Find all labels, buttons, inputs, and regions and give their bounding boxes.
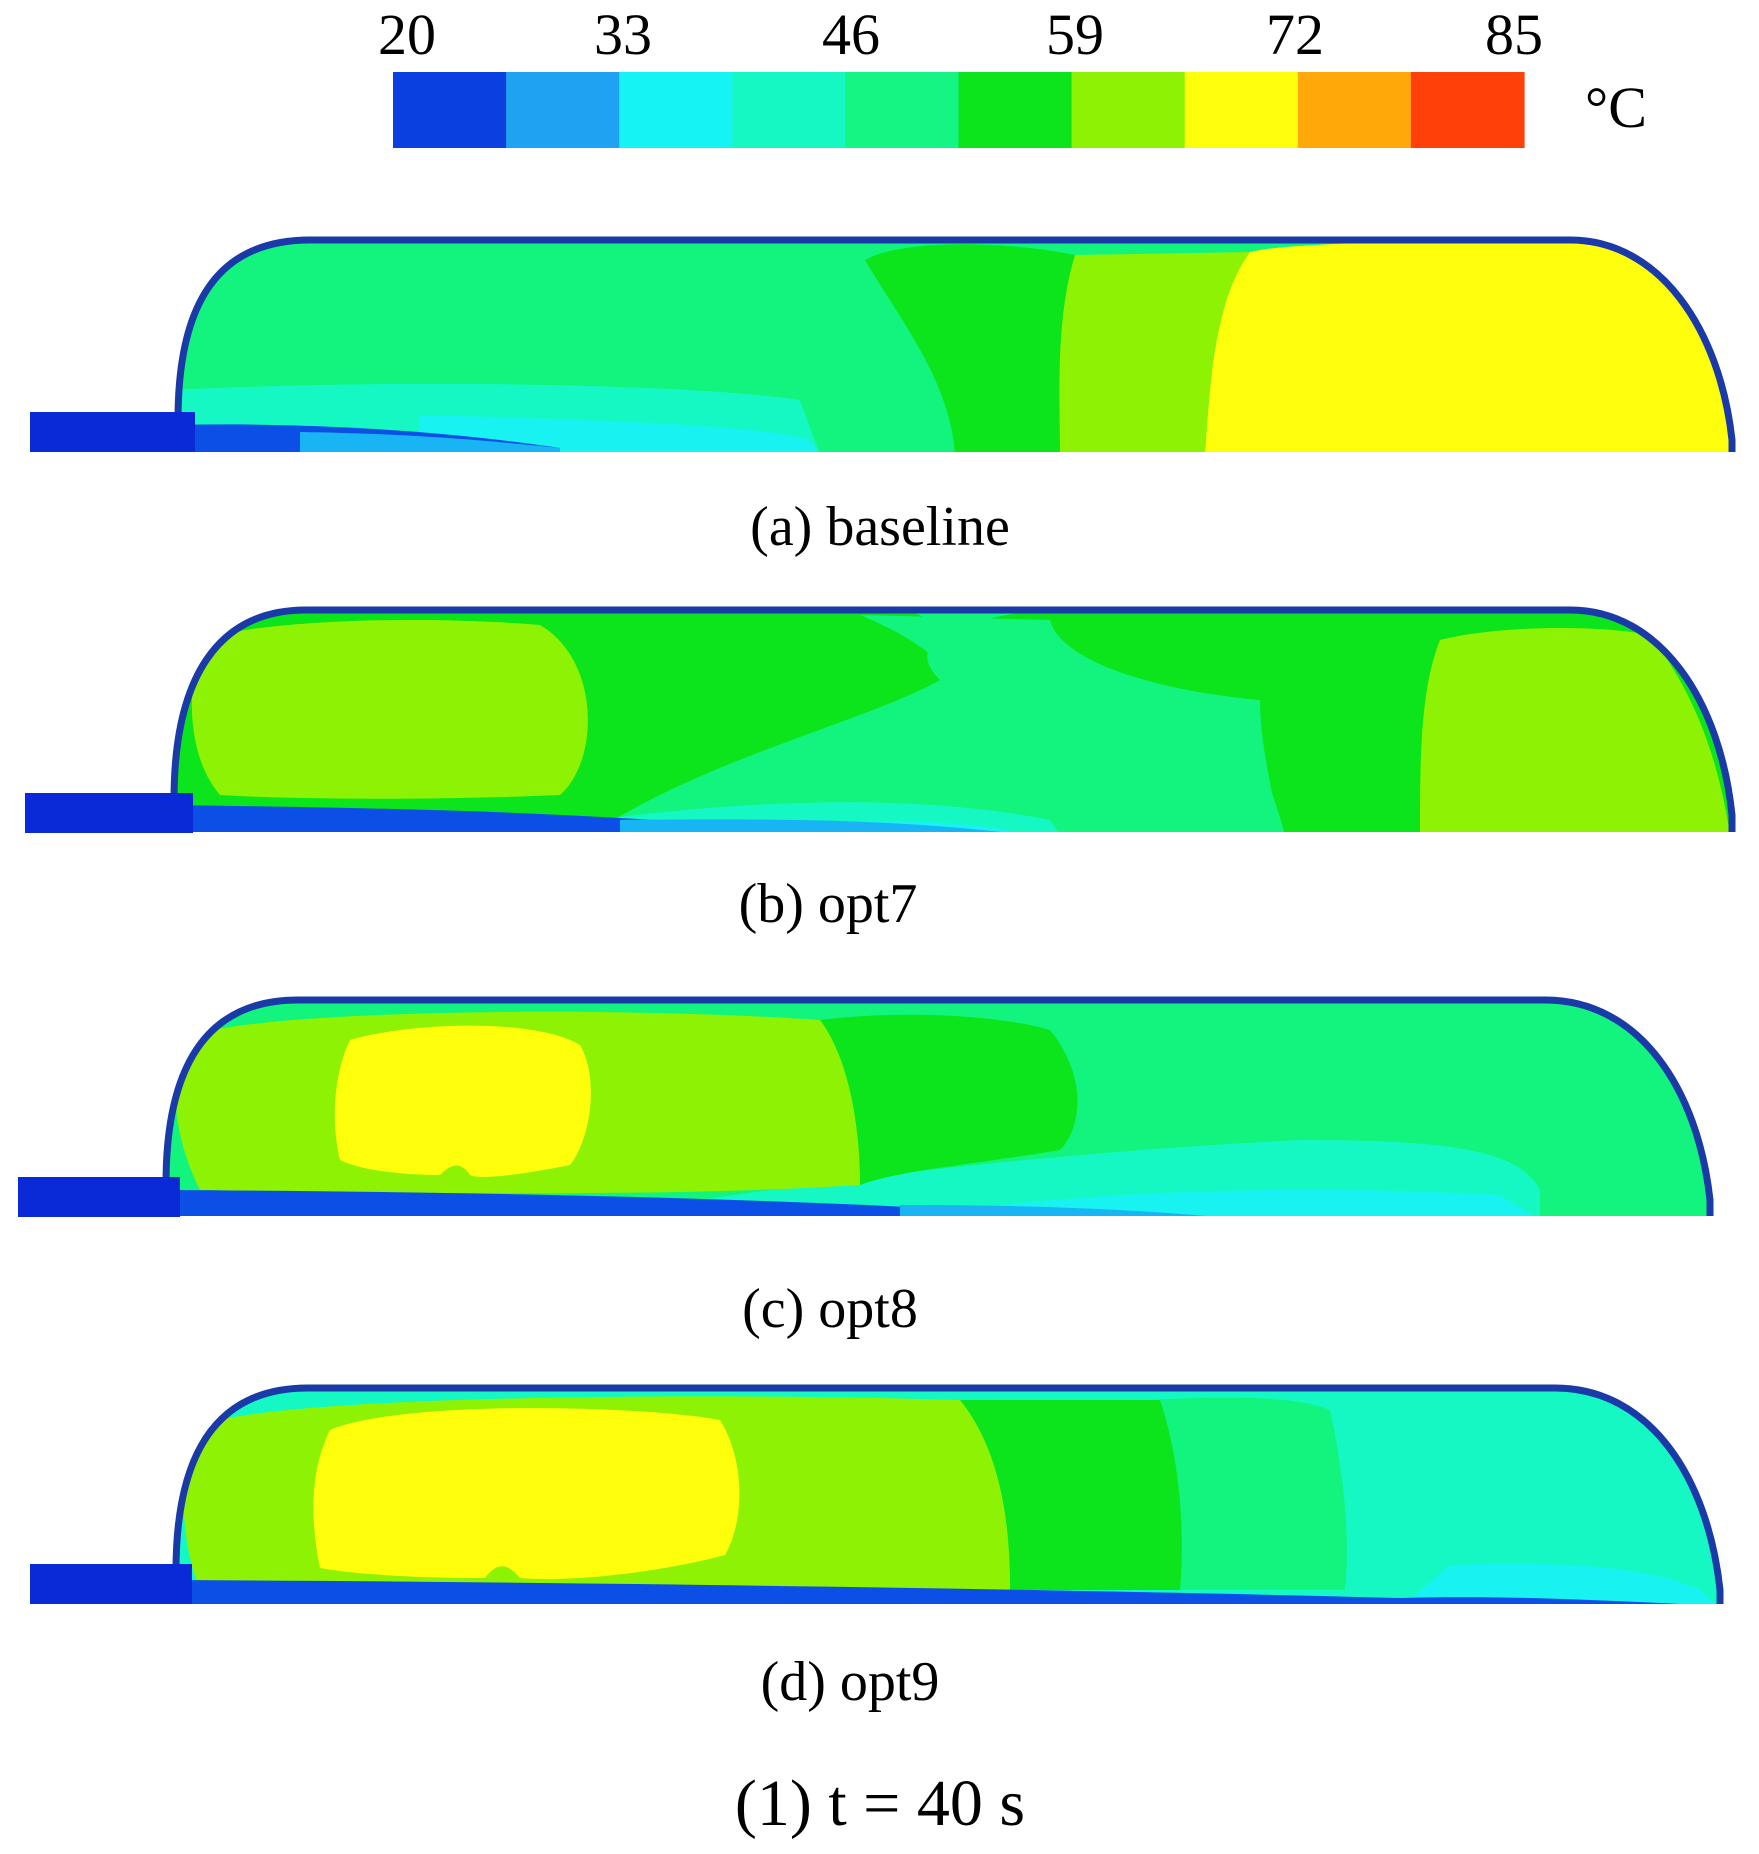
colorbar-swatch (958, 72, 1073, 148)
contour-panel-opt9 (30, 1384, 1724, 1604)
colorbar-swatch (1184, 72, 1299, 148)
colorbar-tick-20: 20 (378, 2, 436, 67)
bottom-light-layer (300, 432, 560, 452)
region-lime-left (191, 620, 588, 799)
region-yellow (1205, 240, 1732, 452)
region-yellow (334, 1025, 591, 1177)
panel-label-opt9: (d) opt9 (761, 1651, 940, 1713)
inlet-channel (30, 1564, 192, 1604)
colorbar-swatch (393, 72, 507, 148)
contour-panel-opt8 (18, 996, 1714, 1217)
colorbar (393, 72, 1525, 148)
colorbar-swatch (506, 72, 620, 148)
region-yellow (313, 1408, 740, 1580)
region-green (820, 1014, 1078, 1185)
region-lime (1059, 252, 1250, 452)
colorbar-swatch (1297, 72, 1412, 148)
colorbar-swatch (619, 72, 733, 148)
colorbar-tick-33: 33 (594, 2, 652, 67)
panel-label-opt8: (c) opt8 (742, 1278, 918, 1340)
colorbar-tick-46: 46 (822, 2, 880, 67)
inlet-channel (30, 412, 195, 452)
panel-label-opt7: (b) opt7 (739, 873, 918, 935)
wall-outline (174, 236, 1736, 452)
region-green (865, 244, 1075, 452)
bottom-light-layer (620, 819, 1010, 832)
figure-caption: (1) t = 40 s (735, 1767, 1025, 1840)
wall-outline (172, 1384, 1724, 1604)
colorbar-swatch (732, 72, 846, 148)
colorbar-tick-72: 72 (1266, 2, 1324, 67)
inlet-channel (25, 793, 193, 833)
colorbar-tick-85: 85 (1485, 2, 1543, 67)
colorbar-tick-labels: 20 33 46 59 72 85 (378, 2, 1543, 67)
inlet-channel (18, 1177, 180, 1217)
contour-panel-opt7 (25, 606, 1736, 833)
region-mint-center (760, 615, 1280, 832)
colorbar-swatch (1410, 72, 1525, 148)
wall-outline (170, 606, 1736, 832)
contour-panel-baseline (30, 236, 1736, 452)
panel-label-baseline: (a) baseline (750, 496, 1010, 558)
region-lime-right (1420, 628, 1730, 832)
region-green (960, 1400, 1182, 1590)
colorbar-swatch (845, 72, 960, 148)
colorbar-tick-59: 59 (1046, 2, 1104, 67)
bottom-cold-layer (176, 1580, 1720, 1604)
colorbar-unit: °C (1585, 75, 1647, 140)
bottom-light-layer (900, 1205, 1250, 1216)
region-mint (1150, 1397, 1347, 1590)
wall-outline (162, 996, 1714, 1216)
bottom-cold-layer (166, 1190, 1100, 1216)
region-cyan (1400, 1563, 1720, 1604)
colorbar-swatch (1071, 72, 1186, 148)
